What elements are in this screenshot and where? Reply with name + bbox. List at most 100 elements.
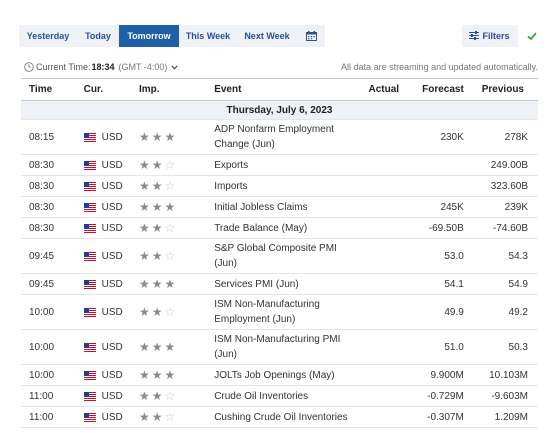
star-empty-icon: ☆ xyxy=(164,388,176,403)
tab-tomorrow[interactable]: Tomorrow xyxy=(119,25,179,47)
star-empty-icon: ☆ xyxy=(164,157,176,172)
event-previous: 323.60B xyxy=(463,175,538,197)
event-name-link[interactable]: Crude Oil Inventories xyxy=(214,390,309,402)
event-name-link[interactable]: Cushing Crude Oil Inventories xyxy=(214,411,348,423)
event-name-link[interactable]: Exports xyxy=(214,159,249,171)
table-row[interactable]: 09:45 USD ★ ★ ☆ S&P Global Composite PMI (Jun… xyxy=(21,238,538,274)
table-row[interactable]: 08:30 USD ★ ★ ★ Initial Jobless Claims 245K 239… xyxy=(21,196,538,218)
col-currency-header[interactable]: Cur. xyxy=(83,78,139,101)
tab-next-week[interactable]: Next Week xyxy=(244,31,290,41)
star-filled-icon: ★ xyxy=(151,157,163,172)
calendar-button[interactable] xyxy=(297,25,325,47)
table-row[interactable]: 08:30 USD ★ ★ ☆ Imports 323.60B xyxy=(21,175,538,197)
currency-code: USD xyxy=(101,159,123,171)
us-flag-icon xyxy=(83,132,96,142)
event-name-link[interactable]: ISM Non-Manufacturing Employment (Jun) xyxy=(214,299,320,325)
us-flag-icon xyxy=(83,223,96,233)
star-filled-icon: ★ xyxy=(151,199,163,214)
col-previous-header[interactable]: Previous xyxy=(463,78,538,101)
event-name-link[interactable]: ADP Nonfarm Employment Change (Jun) xyxy=(214,124,335,150)
currency-code: USD xyxy=(101,390,123,402)
event-cell: Crude Oil Inventories xyxy=(214,385,360,407)
event-cell: Cushing Crude Oil Inventories xyxy=(214,406,360,428)
event-cell: Imports xyxy=(214,175,360,197)
tab-yesterday[interactable]: Yesterday xyxy=(26,31,70,41)
event-time: 10:00 xyxy=(21,329,84,365)
event-previous: -9.603M xyxy=(463,385,538,407)
event-time: 09:45 xyxy=(21,273,84,295)
col-importance-header[interactable]: Imp. xyxy=(139,78,215,101)
currency-wrap: USD xyxy=(83,412,139,423)
event-actual xyxy=(359,294,400,330)
currency-code: USD xyxy=(101,222,123,234)
event-currency-cell: USD xyxy=(83,119,139,155)
event-name-link[interactable]: Services PMI (Jun) xyxy=(214,278,299,290)
star-rating: ★ ★ ☆ xyxy=(139,159,175,171)
us-flag-icon xyxy=(83,251,96,261)
importance-rating: ★ ★ ★ xyxy=(139,273,215,295)
event-cell: Trade Balance (May) xyxy=(214,217,360,239)
star-rating: ★ ★ ★ xyxy=(139,341,175,353)
table-row[interactable]: 09:45 USD ★ ★ ★ Services PMI (Jun) 54.1 54.9 xyxy=(21,273,538,295)
table-row[interactable]: 10:00 USD ★ ★ ★ JOLTs Job Openings (May) 9.900… xyxy=(21,364,538,386)
star-filled-icon: ★ xyxy=(139,276,150,291)
table-row[interactable]: 08:30 USD ★ ★ ☆ Exports 249.00B xyxy=(21,154,538,176)
event-time: 08:30 xyxy=(21,175,84,197)
event-cell: Initial Jobless Claims xyxy=(214,196,360,218)
timezone-selector[interactable]: (GMT -4:00) xyxy=(119,62,179,72)
importance-rating: ★ ★ ★ xyxy=(139,196,215,218)
col-time-header[interactable]: Time xyxy=(21,78,84,101)
tab-this-week[interactable]: This Week xyxy=(185,31,231,41)
col-event-header[interactable]: Event xyxy=(214,78,360,101)
star-rating: ★ ★ ☆ xyxy=(139,306,175,318)
sliders-icon xyxy=(468,30,479,42)
star-filled-icon: ★ xyxy=(164,367,176,382)
star-empty-icon: ☆ xyxy=(164,178,176,193)
currency-code: USD xyxy=(101,250,123,262)
timezone-value: (GMT -4:00) xyxy=(118,62,168,72)
star-empty-icon: ☆ xyxy=(164,248,176,263)
table-row[interactable]: 11:00 USD ★ ★ ☆ Crude Oil Inventories -0.729M -… xyxy=(21,385,538,407)
event-actual xyxy=(359,175,400,197)
col-forecast-header[interactable]: Forecast xyxy=(399,78,464,101)
table-row[interactable]: 10:00 USD ★ ★ ☆ ISM Non-Manufacturing Employm… xyxy=(21,294,538,330)
event-forecast: -69.50B xyxy=(399,217,464,239)
importance-rating: ★ ★ ☆ xyxy=(139,294,215,330)
table-header-row: Time Cur. Imp. Event Actual Forecast Pre… xyxy=(21,78,538,101)
event-previous: 50.3 xyxy=(463,329,538,365)
event-cell: ISM Non-Manufacturing PMI (Jun) xyxy=(214,329,360,365)
star-filled-icon: ★ xyxy=(139,220,150,235)
event-name-link[interactable]: Initial Jobless Claims xyxy=(214,201,308,213)
currency-code: USD xyxy=(101,369,123,381)
event-cell: S&P Global Composite PMI (Jun) xyxy=(214,238,360,274)
tab-today[interactable]: Today xyxy=(85,31,111,41)
event-cell: JOLTs Job Openings (May) xyxy=(214,364,360,386)
filters-area: Filters xyxy=(462,25,538,47)
event-name-link[interactable]: ISM Non-Manufacturing PMI (Jun) xyxy=(214,334,341,360)
event-forecast: -0.307M xyxy=(399,406,464,428)
event-name-link[interactable]: Trade Balance (May) xyxy=(214,222,308,234)
table-row[interactable]: 10:00 USD ★ ★ ★ ISM Non-Manufacturing PMI (Ju… xyxy=(21,329,538,365)
event-name-link[interactable]: S&P Global Composite PMI (Jun) xyxy=(214,243,337,269)
event-actual xyxy=(359,217,400,239)
star-filled-icon: ★ xyxy=(164,339,176,354)
table-row[interactable]: 11:00 USD ★ ★ ☆ Cushing Crude Oil Inventories… xyxy=(21,406,538,428)
event-currency-cell: USD xyxy=(83,154,139,176)
event-actual xyxy=(359,196,400,218)
current-time-bar: Current Time: 18:34 (GMT -4:00) All data… xyxy=(24,60,538,74)
table-row[interactable]: 08:15 USD ★ ★ ★ ADP Nonfarm Employment Change… xyxy=(21,119,538,155)
event-currency-cell: USD xyxy=(83,175,139,197)
event-name-link[interactable]: Imports xyxy=(214,180,248,192)
event-previous: 54.3 xyxy=(463,238,538,274)
event-actual xyxy=(359,273,400,295)
star-filled-icon: ★ xyxy=(139,367,150,382)
us-flag-icon xyxy=(83,370,96,380)
col-actual-header[interactable]: Actual xyxy=(359,78,400,101)
currency-wrap: USD xyxy=(83,279,139,290)
currency-wrap: USD xyxy=(83,132,139,143)
filters-button[interactable]: Filters xyxy=(462,25,518,47)
event-forecast xyxy=(399,175,464,197)
table-row[interactable]: 08:30 USD ★ ★ ☆ Trade Balance (May) -69.50B -74… xyxy=(21,217,538,239)
event-name-link[interactable]: JOLTs Job Openings (May) xyxy=(214,369,335,381)
importance-rating: ★ ★ ☆ xyxy=(139,385,215,407)
